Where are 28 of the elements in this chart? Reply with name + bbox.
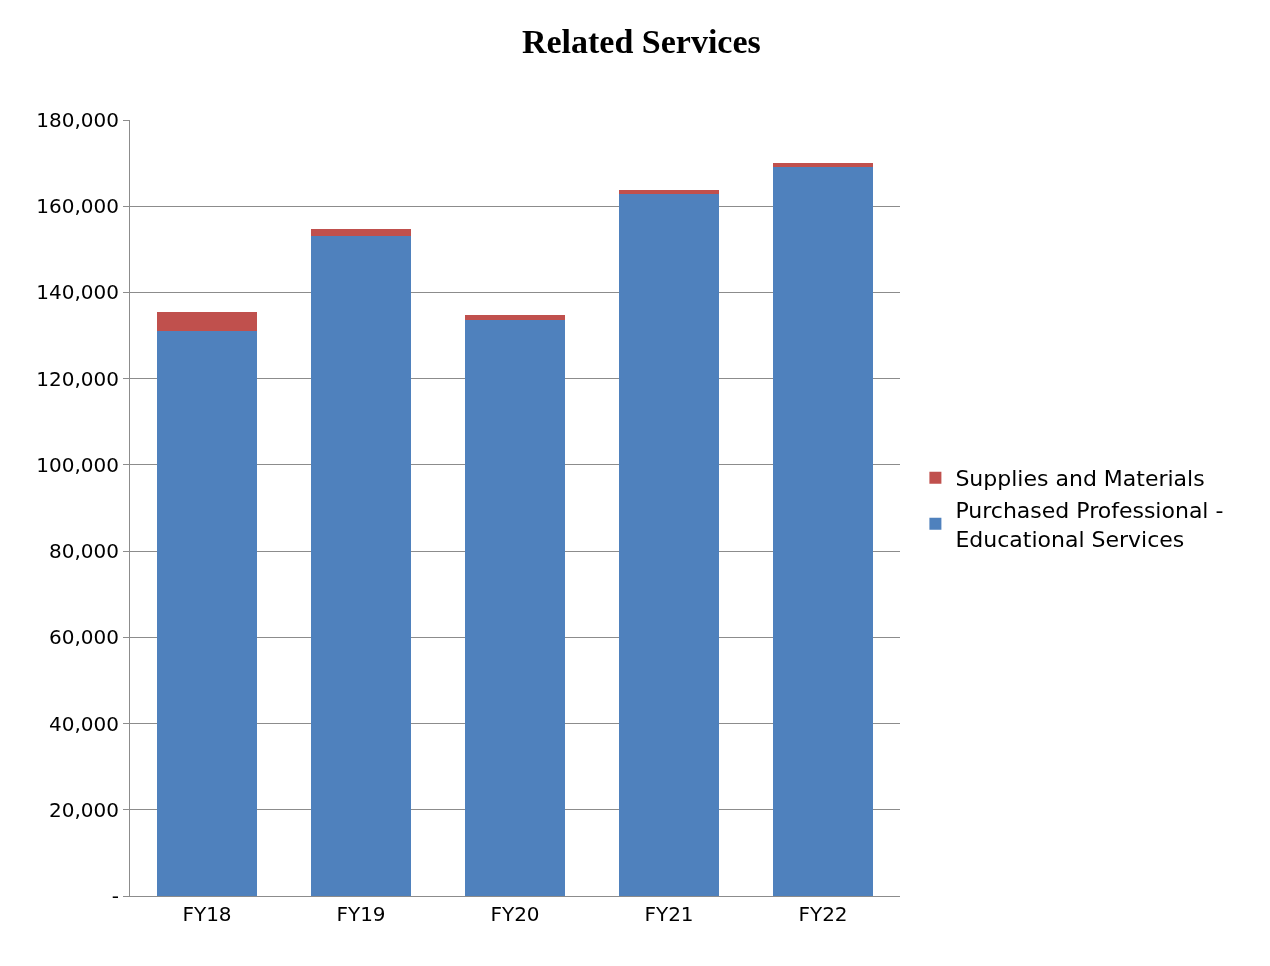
y-tick-label: - bbox=[111, 884, 119, 908]
y-tick-label: 120,000 bbox=[36, 366, 119, 391]
y-tick-label: 140,000 bbox=[36, 280, 119, 305]
x-tick-label: FY18 bbox=[182, 902, 232, 926]
y-tick-label: 160,000 bbox=[36, 194, 119, 219]
bar bbox=[310, 236, 412, 896]
bar bbox=[618, 189, 720, 195]
bar bbox=[156, 331, 258, 896]
chart-title: Related Services bbox=[521, 22, 761, 60]
x-tick-label: FY22 bbox=[798, 902, 848, 926]
bar bbox=[156, 312, 258, 332]
y-tick-label: 40,000 bbox=[49, 711, 119, 736]
bar bbox=[464, 315, 566, 321]
bar bbox=[772, 167, 874, 896]
y-tick-label: 100,000 bbox=[36, 452, 119, 477]
bar bbox=[772, 163, 874, 168]
legend-label: Purchased Professional - Educational Services bbox=[955, 497, 1224, 552]
x-tick-label: FY21 bbox=[644, 902, 694, 926]
x-tick-label: FY20 bbox=[490, 902, 540, 926]
bar bbox=[618, 194, 720, 896]
x-tick-label: FY19 bbox=[336, 902, 386, 926]
bar bbox=[464, 320, 566, 896]
y-tick-label: 20,000 bbox=[49, 797, 119, 822]
y-tick-label: 180,000 bbox=[36, 108, 119, 132]
y-tick-label: 60,000 bbox=[49, 625, 119, 650]
bar bbox=[310, 229, 412, 237]
legend-label: Supplies and Materials bbox=[955, 466, 1205, 492]
y-tick-label: 80,000 bbox=[49, 539, 119, 564]
